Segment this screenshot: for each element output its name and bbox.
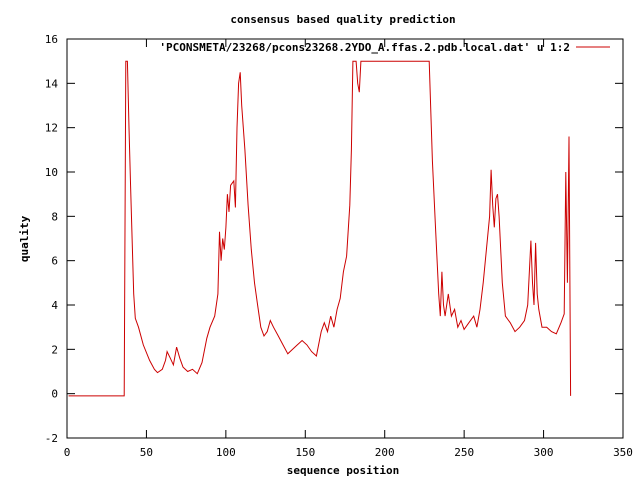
axis-ticks: -2 0 2 4 6 8 10 12 14 16 0 50 100 150 200 250 300 350 [45, 33, 633, 459]
plot-frame [66, 38, 624, 439]
series-line [68, 60, 572, 397]
x-tick-label: 350 [613, 446, 633, 459]
series-layer [68, 60, 572, 397]
x-tick-label: 150 [295, 446, 315, 459]
y-tick-label: 0 [51, 388, 58, 401]
y-tick-label: 6 [51, 255, 58, 268]
y-axis-label: quality [18, 215, 31, 262]
y-tick-label: 2 [51, 343, 58, 356]
y-tick-label: 14 [45, 77, 59, 90]
y-tick-label: 8 [51, 210, 58, 223]
legend: 'PCONSMETA/23268/pcons23268.2YDO_A.ffas.… [159, 41, 610, 54]
y-tick-label: 10 [45, 166, 58, 179]
x-tick-label: 200 [375, 446, 395, 459]
y-tick-label: 4 [51, 299, 58, 312]
y-tick-label: -2 [45, 432, 58, 445]
x-tick-label: 300 [534, 446, 554, 459]
x-tick-label: 0 [64, 446, 71, 459]
y-tick-label: 12 [45, 122, 58, 135]
x-axis-label: sequence position [287, 464, 400, 477]
legend-entry-label: 'PCONSMETA/23268/pcons23268.2YDO_A.ffas.… [159, 41, 570, 54]
y-tick-label: 16 [45, 33, 58, 46]
x-tick-label: 250 [454, 446, 474, 459]
chart-title: consensus based quality prediction [230, 13, 455, 26]
x-tick-label: 50 [140, 446, 153, 459]
x-tick-label: 100 [216, 446, 236, 459]
